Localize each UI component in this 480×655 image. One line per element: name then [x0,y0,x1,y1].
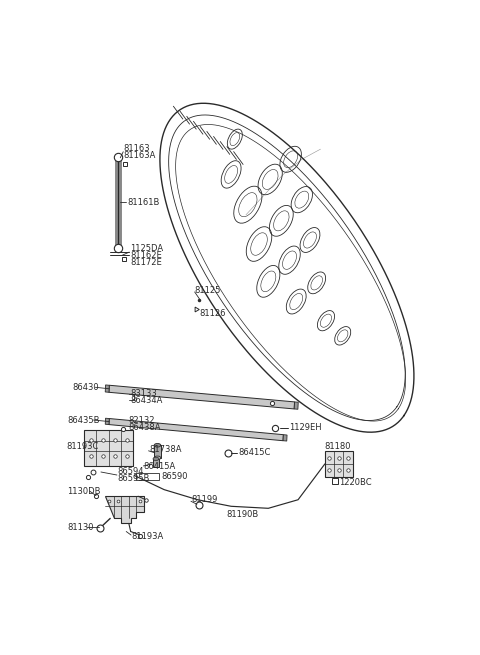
Ellipse shape [154,443,161,447]
Text: 81125: 81125 [195,286,221,295]
Text: 86435B: 86435B [67,415,100,424]
Ellipse shape [153,457,159,460]
Text: 83133: 83133 [130,389,156,398]
Text: 81172E: 81172E [130,257,162,267]
Text: 81130: 81130 [67,523,94,532]
Polygon shape [105,385,109,392]
Text: 81738A: 81738A [149,445,182,454]
Text: 86438A: 86438A [129,422,161,432]
Text: 86430: 86430 [72,383,98,392]
Text: 82132: 82132 [129,415,156,424]
Text: 81193A: 81193A [132,532,164,541]
Text: 81161B: 81161B [127,198,159,207]
Polygon shape [105,496,144,523]
Text: 86434A: 86434A [130,396,162,405]
Text: 1125DA: 1125DA [130,244,163,253]
Text: 81163A: 81163A [123,151,156,160]
Text: 81126: 81126 [200,309,226,318]
Text: 81162E: 81162E [130,251,162,259]
Text: 81180: 81180 [325,442,351,451]
Text: 86590: 86590 [161,472,188,481]
FancyBboxPatch shape [136,473,158,480]
Text: 86594: 86594 [118,468,144,476]
FancyBboxPatch shape [84,430,132,466]
Text: 1130DB: 1130DB [67,487,101,496]
Text: 81199: 81199 [191,495,217,504]
Polygon shape [283,435,287,441]
Polygon shape [109,419,283,441]
Text: 1129EH: 1129EH [289,423,322,432]
Text: 86415A: 86415A [144,462,176,472]
Text: 81190B: 81190B [227,510,259,519]
Polygon shape [154,445,161,458]
Ellipse shape [154,456,161,460]
Polygon shape [105,418,109,424]
Polygon shape [153,459,159,467]
Text: 81193C: 81193C [67,442,99,451]
Polygon shape [109,385,295,409]
FancyBboxPatch shape [325,451,353,477]
Text: 86595B: 86595B [118,474,150,483]
Polygon shape [294,402,298,409]
Text: 81163: 81163 [123,143,150,153]
Text: 1220BC: 1220BC [339,477,372,487]
Text: 86415C: 86415C [238,448,271,457]
